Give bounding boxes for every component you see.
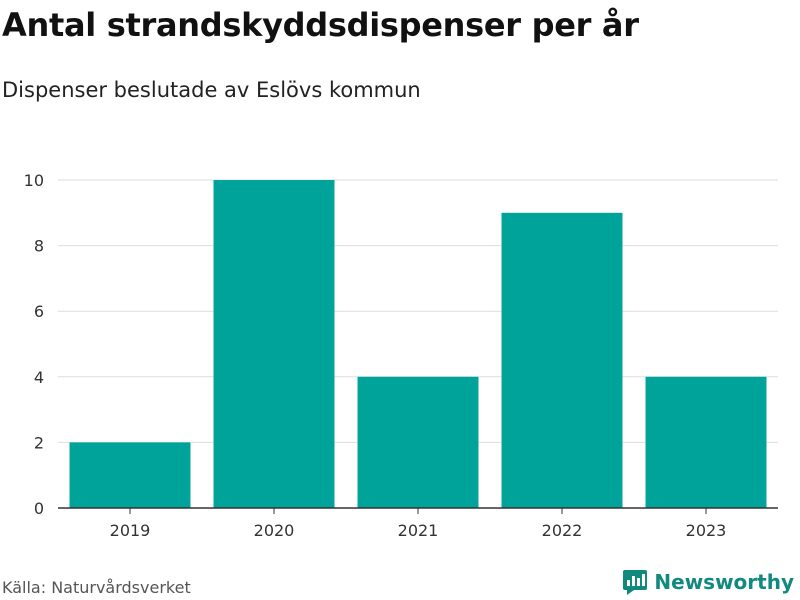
y-tick-label: 4	[34, 368, 44, 387]
y-axis-ticks: 0 2 4 6 8 10	[24, 171, 44, 518]
chart-title: Antal strandskyddsdispenser per år	[2, 6, 639, 44]
x-axis-ticks: 2019 2020 2021 2022 2023	[110, 508, 727, 540]
x-tick-label: 2019	[110, 521, 151, 540]
bar-2022[interactable]	[501, 212, 623, 509]
bars	[69, 180, 767, 509]
x-tick-label: 2021	[398, 521, 439, 540]
y-tick-label: 2	[34, 433, 44, 452]
newsworthy-logo[interactable]: Newsworthy	[622, 568, 794, 596]
brand-name: Newsworthy	[654, 570, 794, 594]
x-tick-label: 2023	[686, 521, 727, 540]
bar-2021[interactable]	[357, 376, 479, 508]
x-tick-label: 2022	[542, 521, 583, 540]
source-note: Källa: Naturvårdsverket	[2, 578, 191, 597]
y-tick-label: 6	[34, 302, 44, 321]
x-tick-label: 2020	[254, 521, 295, 540]
y-tick-label: 10	[24, 171, 44, 190]
bar-2019[interactable]	[69, 442, 191, 508]
bar-2020[interactable]	[213, 180, 335, 508]
y-tick-label: 0	[34, 499, 44, 518]
newsworthy-chart-icon	[623, 570, 648, 595]
bar-2023[interactable]	[645, 376, 767, 508]
bar-chart: 2019 2020 2021 2022 2023 0 2 4 6 8 10	[24, 171, 778, 540]
chart-subtitle: Dispenser beslutade av Eslövs kommun	[2, 78, 421, 102]
y-tick-label: 8	[34, 237, 44, 256]
